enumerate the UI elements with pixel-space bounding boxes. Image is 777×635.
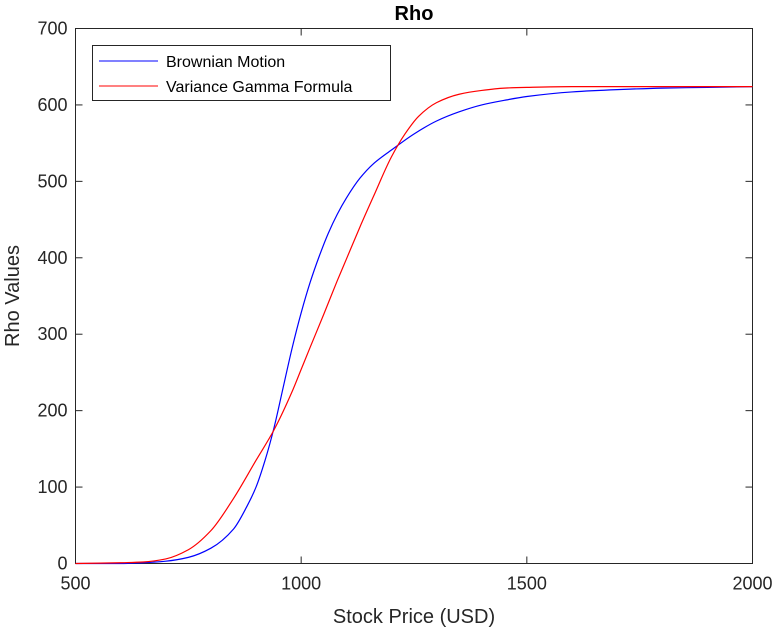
series-line-variance-gamma [75,85,753,565]
x-tick-label: 500 [60,574,90,594]
y-tick-label: 400 [37,248,67,268]
y-tick-label: 600 [37,95,67,115]
legend-label-brownian: Brownian Motion [166,54,285,71]
x-axis-title: Stock Price (USD) [333,606,495,628]
y-axis-ticks: 0 100 200 300 400 500 600 700 [37,19,753,574]
legend-label-vg: Variance Gamma Formula [166,79,353,96]
legend-box [92,45,391,101]
series-line-brownian-motion [75,85,753,565]
plot-area [75,28,753,564]
x-tick-label: 1000 [281,574,321,594]
y-tick-label: 100 [37,477,67,497]
y-tick-label: 200 [37,401,67,421]
y-tick-label: 700 [37,19,67,39]
y-tick-label: 500 [37,171,67,191]
x-tick-label: 2000 [732,574,772,594]
legend: Brownian Motion Variance Gamma Formula [92,45,391,101]
chart-title: Rho [395,3,434,25]
x-axis-ticks: 500 1000 1500 2000 [60,28,773,594]
y-tick-label: 0 [57,554,67,574]
series-lines [75,85,753,565]
y-tick-label: 300 [37,324,67,344]
y-axis-title: Rho Values [2,245,24,347]
x-tick-label: 1500 [507,574,547,594]
